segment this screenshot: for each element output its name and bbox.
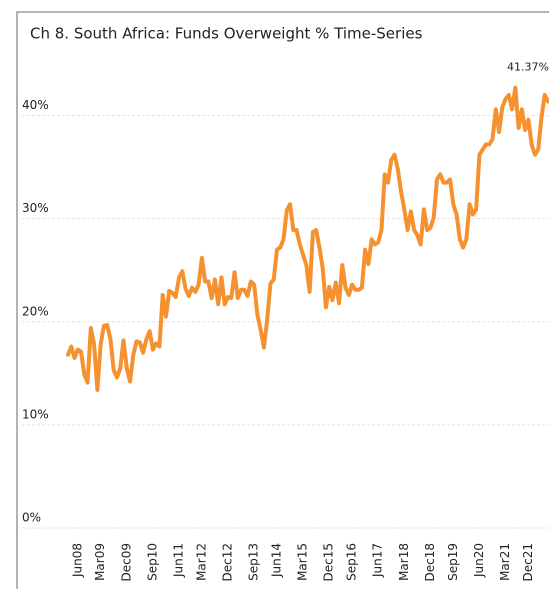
x-tick-label: Jun20 [472,543,486,578]
x-tick-label: Dec15 [322,543,336,582]
x-tick-label: Sep19 [446,543,460,581]
x-tick-label: Jun11 [172,543,186,578]
x-tick-label: Dec18 [423,543,437,582]
x-tick-label: Jun17 [371,543,385,578]
series-line [66,85,549,392]
x-tick-label: Jun08 [70,543,84,578]
card-border [16,11,549,589]
x-tick-label: Jun14 [269,543,283,578]
y-tick-label: 0% [22,511,41,525]
x-tick-label: Dec12 [221,543,235,582]
y-tick-label: 30% [22,201,49,215]
chart-title: Ch 8. South Africa: Funds Overweight % T… [30,25,423,43]
x-tick-label: Mar15 [296,543,310,581]
x-tick-label: Sep13 [247,543,261,581]
y-tick-label: 10% [22,407,49,421]
x-tick-label: Dec09 [119,543,133,582]
x-tick-label: Mar21 [498,543,512,581]
x-tick-label: Mar12 [194,543,208,581]
x-tick-label: Dec21 [521,543,535,582]
y-tick-label: 20% [22,304,49,318]
x-tick-label: Sep16 [345,543,359,581]
y-tick-label: 40% [22,98,49,112]
data-label: 41.37% [507,60,549,73]
x-tick-label: Sep10 [145,543,159,581]
x-tick-label: Mar18 [397,543,411,581]
x-tick-label: Mar09 [93,543,107,581]
